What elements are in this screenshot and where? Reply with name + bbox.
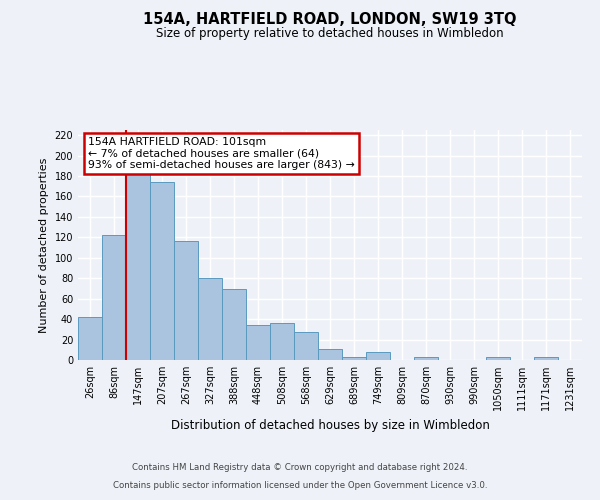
Text: Contains HM Land Registry data © Crown copyright and database right 2024.: Contains HM Land Registry data © Crown c…: [132, 464, 468, 472]
X-axis label: Distribution of detached houses by size in Wimbledon: Distribution of detached houses by size …: [170, 418, 490, 432]
Bar: [414, 357, 438, 360]
Bar: [198, 278, 222, 360]
Bar: [294, 332, 318, 360]
Bar: [150, 182, 174, 360]
Bar: [486, 357, 510, 360]
Text: 154A, HARTFIELD ROAD, LONDON, SW19 3TQ: 154A, HARTFIELD ROAD, LONDON, SW19 3TQ: [143, 12, 517, 28]
Bar: [78, 317, 102, 360]
Bar: [174, 242, 198, 360]
Bar: [246, 325, 270, 360]
Text: 154A HARTFIELD ROAD: 101sqm
← 7% of detached houses are smaller (64)
93% of semi: 154A HARTFIELD ROAD: 101sqm ← 7% of deta…: [88, 137, 355, 170]
Bar: [366, 352, 390, 360]
Bar: [222, 290, 246, 360]
Text: Contains public sector information licensed under the Open Government Licence v3: Contains public sector information licen…: [113, 481, 487, 490]
Text: Size of property relative to detached houses in Wimbledon: Size of property relative to detached ho…: [156, 28, 504, 40]
Bar: [342, 357, 366, 360]
Bar: [126, 172, 150, 360]
Y-axis label: Number of detached properties: Number of detached properties: [39, 158, 49, 332]
Bar: [102, 236, 126, 360]
Bar: [318, 349, 342, 360]
Bar: [534, 357, 558, 360]
Bar: [270, 323, 294, 360]
